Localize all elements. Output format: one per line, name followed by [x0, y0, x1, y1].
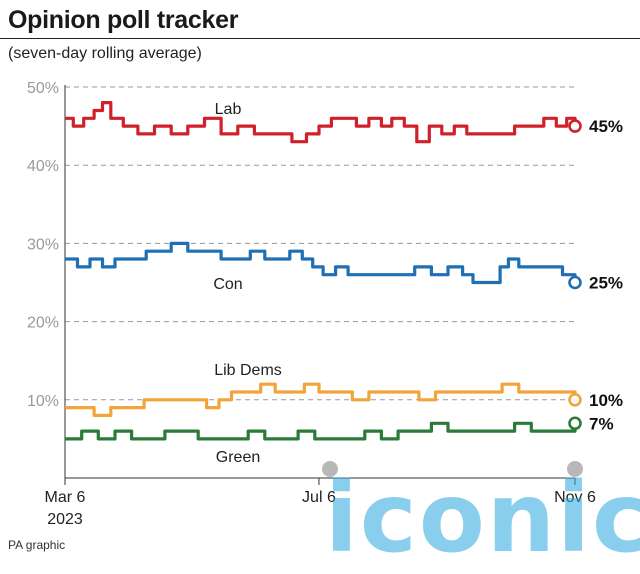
line-chart: 10% 20% 30% 40% 50% Mar 6 2023 Jul 6 Nov 6 45% L…: [27, 80, 623, 528]
x-tick-label: Jul 6: [302, 489, 336, 506]
watermark-dot: [567, 461, 583, 477]
series-end-marker: [568, 392, 582, 407]
series-end-label: 10%: [589, 391, 623, 410]
y-tick-label: 50%: [27, 80, 59, 97]
series-lines: [65, 101, 582, 441]
y-tick-label: 30%: [27, 236, 59, 253]
series-end-marker: [568, 275, 582, 290]
series-line: [65, 421, 577, 441]
title-divider: [0, 38, 640, 39]
series-name-label: Green: [216, 449, 260, 466]
series-end-marker: [568, 119, 582, 133]
chart-subtitle: (seven-day rolling average): [8, 45, 202, 62]
series-labels: 45% Lab 25% Con 10% Lib Dems 7% Green: [213, 101, 623, 466]
credit-text: PA graphic: [8, 538, 66, 552]
iconic-watermark: iconic: [325, 462, 640, 574]
series-end-marker: [568, 416, 582, 431]
series-name-label: Lib Dems: [214, 362, 282, 379]
series-end-label: 7%: [589, 414, 614, 433]
x-tick-sublabel: 2023: [47, 511, 83, 528]
x-axis: Mar 6 2023 Jul 6 Nov 6: [45, 461, 596, 528]
y-tick-label: 20%: [27, 315, 59, 332]
series-name-label: Lab: [215, 101, 242, 118]
x-tick-label: Mar 6: [45, 489, 86, 506]
series-end-label: 45%: [589, 117, 623, 136]
series-name-label: Con: [213, 276, 242, 293]
series-end-label: 25%: [589, 274, 623, 293]
y-axis: 10% 20% 30% 40% 50%: [27, 80, 66, 478]
series-line: [65, 241, 577, 285]
y-tick-label: 10%: [27, 393, 59, 410]
watermark-dot: [322, 461, 338, 477]
series-line: [65, 382, 577, 417]
y-tick-label: 40%: [27, 158, 59, 175]
x-tick-label: Nov 6: [554, 489, 596, 506]
page-title: Opinion poll tracker: [8, 6, 239, 34]
series-line: [65, 101, 577, 144]
